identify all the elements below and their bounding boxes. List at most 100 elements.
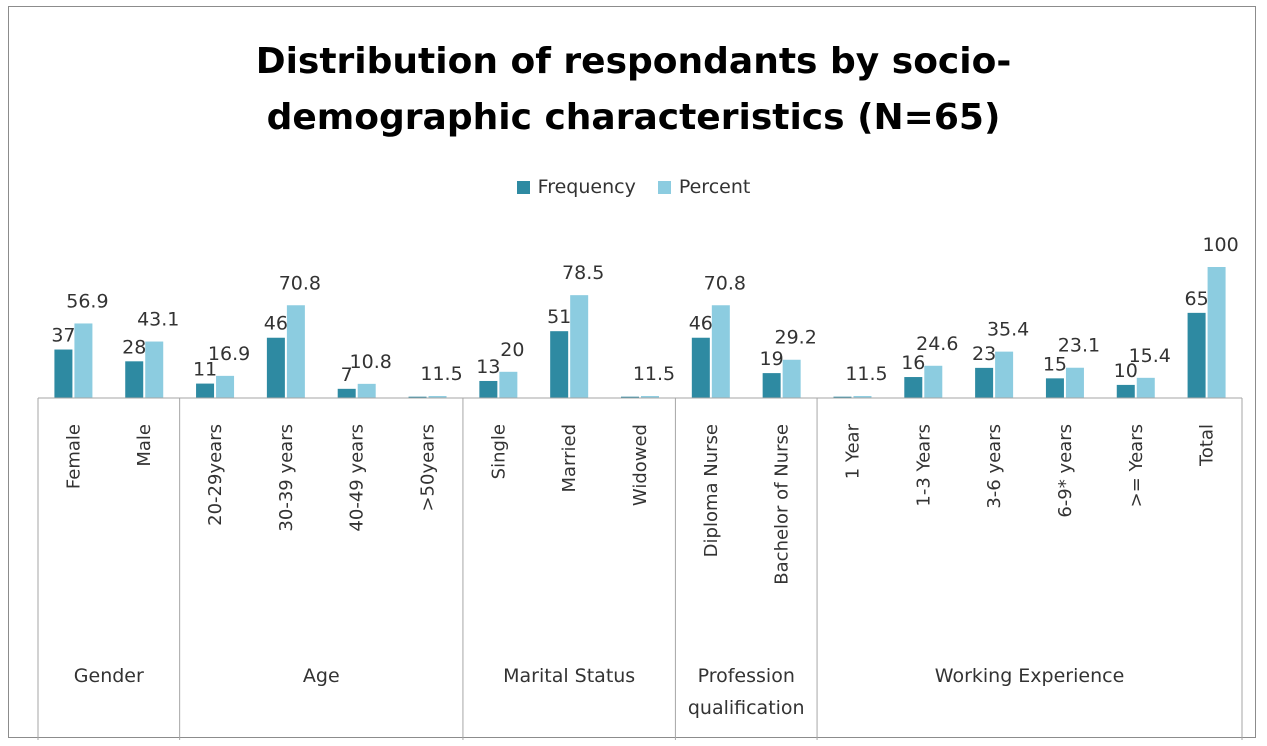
category-label-single: Single (488, 424, 509, 479)
data-label-percent-1-year: 11.5 (845, 363, 887, 385)
data-label-percent-30-39-years: 70.8 (279, 272, 321, 294)
chart-legend: Frequency Percent (0, 176, 1267, 198)
data-label-frequency-married: 51 (547, 306, 571, 328)
bar-percent-20-29years (216, 375, 235, 398)
bar-percent-30-39-years (286, 305, 305, 398)
bar-frequency-6-9-years (1045, 378, 1064, 398)
category-label-1-3-years: 1-3 Years (913, 424, 934, 507)
bar-percent-total (1207, 267, 1226, 398)
legend-label-percent: Percent (678, 176, 751, 198)
category-label-male: Male (134, 424, 155, 467)
category-label-diploma-nurse: Diploma Nurse (701, 424, 722, 557)
bar-frequency-20-29years (196, 383, 215, 398)
category-label-widowed: Widowed (630, 424, 651, 506)
data-label-percent-single: 20 (500, 339, 524, 361)
data-label-percent-diploma-nurse: 70.8 (704, 272, 746, 294)
bar-percent-1-3-years (924, 365, 943, 398)
category-label-30-39-years: 30-39 years (276, 424, 297, 532)
data-label-frequency-30-39-years: 46 (264, 313, 288, 335)
group-label-working-experience: Working Experience (935, 665, 1125, 687)
data-label-frequency-single: 13 (476, 356, 500, 378)
data-label-percent-50years: 11.5 (420, 363, 462, 385)
chart-title-line-1: Distribution of respondants by socio- (255, 41, 1012, 82)
bar-percent-diploma-nurse (711, 305, 730, 398)
category-label-bachelor-of-nurse: Bachelor of Nurse (772, 424, 793, 585)
bar-percent-widowed (641, 396, 659, 398)
data-label-frequency-total: 65 (1184, 288, 1208, 310)
bar-frequency-male (125, 361, 144, 398)
bar-percent-married (570, 295, 589, 398)
data-label-percent-6-9-years: 23.1 (1058, 335, 1100, 357)
category-label-3-6-years: 3-6 years (984, 424, 1005, 509)
chart-frame (8, 6, 1256, 738)
category-label-6-9-years: 6-9* years (1055, 424, 1076, 518)
data-label-frequency-male: 28 (122, 336, 146, 358)
bar-frequency-40-49-years (337, 388, 356, 398)
category-label-50years: >50years (418, 424, 439, 512)
bar-frequency-50years (408, 396, 427, 398)
bar-percent-50years (428, 396, 447, 398)
category-label-1-year: 1 Year (842, 423, 863, 479)
group-label-profession-qualification: qualification (688, 697, 805, 719)
category-label-female: Female (63, 424, 84, 489)
data-label-frequency-diploma-nurse: 46 (689, 313, 713, 335)
bar-percent-3-6-years (995, 351, 1014, 398)
data-label-percent-years: 15.4 (1129, 345, 1171, 367)
data-label-frequency-3-6-years: 23 (972, 343, 996, 365)
bar-frequency-total (1187, 312, 1206, 398)
category-label-married: Married (559, 424, 580, 493)
bar-frequency-1-year (833, 396, 852, 398)
category-label-40-49-years: 40-49 years (347, 424, 368, 532)
bar-frequency-3-6-years (975, 367, 994, 398)
category-label-years: >= Years (1126, 424, 1147, 507)
data-label-percent-3-6-years: 35.4 (987, 319, 1029, 341)
data-label-frequency-years: 10 (1114, 360, 1138, 382)
data-label-frequency-6-9-years: 15 (1043, 353, 1067, 375)
bar-frequency-married (550, 331, 569, 398)
legend-swatch-frequency (516, 180, 530, 194)
data-label-percent-bachelor-of-nurse: 29.2 (774, 327, 816, 349)
data-label-frequency-1-3-years: 16 (901, 352, 925, 374)
legend-label-frequency: Frequency (537, 176, 636, 198)
group-label-age: Age (303, 665, 340, 687)
bar-frequency-30-39-years (266, 337, 285, 398)
data-label-frequency-bachelor-of-nurse: 19 (760, 348, 784, 370)
bar-frequency-single (479, 380, 498, 398)
data-label-percent-widowed: 11.5 (633, 363, 675, 385)
group-label-marital-status: Marital Status (503, 665, 635, 687)
data-label-percent-40-49-years: 10.8 (350, 351, 392, 373)
bar-percent-6-9-years (1065, 367, 1084, 398)
category-label-20-29years: 20-29years (205, 424, 226, 526)
bar-percent-female (74, 323, 93, 398)
chart-title-line-2: demographic characteristics (N=65) (266, 97, 1001, 138)
bar-frequency-diploma-nurse (691, 337, 710, 398)
data-label-percent-1-3-years: 24.6 (916, 333, 958, 355)
bar-percent-years (1136, 377, 1155, 398)
legend-item-percent: Percent (657, 176, 751, 198)
bar-frequency-1-3-years (904, 377, 923, 398)
bar-percent-male (145, 341, 164, 398)
bar-percent-40-49-years (357, 383, 376, 398)
bar-frequency-widowed (621, 396, 639, 398)
bar-frequency-years (1116, 384, 1135, 398)
data-label-percent-total: 100 (1202, 234, 1238, 256)
legend-swatch-percent (657, 180, 671, 194)
legend-item-frequency: Frequency (516, 176, 636, 198)
group-label-gender: Gender (74, 665, 144, 687)
data-label-percent-female: 56.9 (66, 290, 108, 312)
data-label-percent-male: 43.1 (137, 309, 179, 331)
bar-frequency-female (54, 349, 73, 398)
data-label-percent-20-29years: 16.9 (208, 343, 250, 365)
chart-title: Distribution of respondants by socio- de… (0, 34, 1267, 146)
data-label-frequency-20-29years: 11 (193, 359, 217, 381)
bar-percent-single (499, 371, 518, 398)
category-label-total: Total (1197, 424, 1218, 467)
bar-percent-1-year (853, 396, 872, 398)
bar-percent-bachelor-of-nurse (782, 359, 801, 398)
bar-frequency-bachelor-of-nurse (762, 373, 781, 398)
data-label-percent-married: 78.5 (562, 262, 604, 284)
data-label-frequency-female: 37 (51, 325, 75, 347)
group-label-profession-qualification: Profession (698, 665, 795, 687)
data-label-frequency-40-49-years: 7 (341, 364, 353, 386)
